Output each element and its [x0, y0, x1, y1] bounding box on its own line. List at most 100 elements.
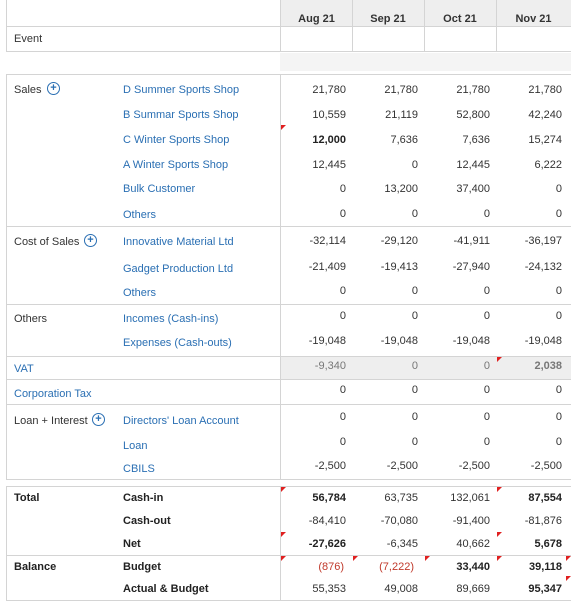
- cell-value[interactable]: -19,048: [524, 335, 562, 347]
- sales-row-label[interactable]: Others: [123, 209, 157, 221]
- cost-row-label[interactable]: Innovative Material Ltd: [123, 236, 234, 248]
- cell-value[interactable]: 0: [339, 384, 346, 396]
- cell-value[interactable]: 0: [411, 411, 418, 423]
- cell-value[interactable]: 37,400: [456, 183, 490, 195]
- cell-value[interactable]: 0: [411, 436, 418, 448]
- cell-value: -81,876: [524, 515, 562, 527]
- cell-value[interactable]: 21,780: [528, 84, 562, 96]
- cell-value[interactable]: 21,780: [312, 84, 346, 96]
- cell-value[interactable]: 10,559: [312, 109, 346, 121]
- loan-row-label[interactable]: CBILS: [123, 463, 155, 475]
- cell-value[interactable]: 0: [483, 310, 490, 322]
- cell-value[interactable]: -27,940: [452, 261, 490, 273]
- cost-of-sales-expand-plus-icon[interactable]: +: [84, 234, 97, 247]
- cell-value[interactable]: 0: [411, 208, 418, 220]
- sales-group-label: Sales: [14, 84, 42, 96]
- cell-value[interactable]: 42,240: [528, 109, 562, 121]
- cell-value[interactable]: 0: [339, 436, 346, 448]
- cell-value[interactable]: 0: [411, 159, 418, 171]
- cell-value[interactable]: 0: [339, 285, 346, 297]
- cell-value[interactable]: 0: [339, 183, 346, 195]
- others-row-label[interactable]: Expenses (Cash-outs): [123, 337, 232, 349]
- cell-value[interactable]: 21,780: [456, 84, 490, 96]
- cell-value[interactable]: 13,200: [384, 183, 418, 195]
- column-header-nov[interactable]: Nov 21: [515, 13, 552, 25]
- loan-row-label[interactable]: Directors' Loan Account: [123, 415, 239, 427]
- cell-value[interactable]: -32,114: [309, 235, 347, 247]
- header-background: [280, 0, 571, 27]
- cell-value[interactable]: -2,500: [314, 460, 346, 472]
- cell-value: -84,410: [308, 515, 346, 527]
- cell-value[interactable]: -19,048: [308, 335, 346, 347]
- cell-value[interactable]: 0: [483, 384, 490, 396]
- loan-row-label[interactable]: Loan: [123, 440, 148, 452]
- sales-row-label[interactable]: C Winter Sports Shop: [123, 134, 230, 146]
- cell-value[interactable]: 0: [483, 411, 490, 423]
- cell-value[interactable]: -2,500: [386, 460, 418, 472]
- cell-value[interactable]: 0: [411, 384, 418, 396]
- sales-row-label[interactable]: A Winter Sports Shop: [123, 159, 229, 171]
- cell-value: 132,061: [450, 492, 490, 504]
- cell-value: 0: [411, 360, 418, 372]
- grid-hline: [6, 555, 571, 556]
- cell-value[interactable]: -29,120: [380, 235, 418, 247]
- cell-value[interactable]: -36,197: [524, 235, 562, 247]
- cell-value[interactable]: 15,274: [528, 134, 562, 146]
- column-header-oct[interactable]: Oct 21: [443, 13, 477, 25]
- grid-hline: [6, 486, 571, 487]
- cell-comment-flag: [425, 556, 430, 561]
- cell-comment-flag: [497, 532, 502, 537]
- cell-value[interactable]: 0: [555, 384, 562, 396]
- cell-value[interactable]: 7,636: [390, 134, 418, 146]
- cell-value[interactable]: -24,132: [524, 261, 562, 273]
- cell-value[interactable]: 52,800: [456, 109, 490, 121]
- cell-value[interactable]: -19,413: [380, 261, 418, 273]
- cell-value[interactable]: -2,500: [458, 460, 490, 472]
- cell-value[interactable]: 12,445: [456, 159, 490, 171]
- event-label: Event: [14, 33, 43, 45]
- event-input-row[interactable]: [280, 27, 571, 51]
- cost-row-label[interactable]: Others: [123, 287, 157, 299]
- cell-value[interactable]: 0: [339, 411, 346, 423]
- cell-value: 2,038: [534, 360, 562, 372]
- cell-value[interactable]: -41,911: [453, 235, 491, 247]
- cell-comment-flag: [566, 576, 571, 581]
- cell-value[interactable]: 21,780: [384, 84, 418, 96]
- grid-hline: [6, 26, 571, 27]
- column-header-sep[interactable]: Sep 21: [370, 13, 406, 25]
- cell-value[interactable]: 0: [555, 436, 562, 448]
- cell-value[interactable]: -19,048: [380, 335, 418, 347]
- cell-value[interactable]: 0: [411, 310, 418, 322]
- cell-value[interactable]: 0: [555, 285, 562, 297]
- grid-hline: [6, 479, 571, 480]
- column-header-aug[interactable]: Aug 21: [298, 13, 335, 25]
- cell-value[interactable]: 0: [555, 208, 562, 220]
- sales-row-label[interactable]: D Summer Sports Shop: [123, 84, 240, 96]
- cell-value[interactable]: -19,048: [452, 335, 490, 347]
- cell-value[interactable]: 0: [483, 285, 490, 297]
- others-row-label[interactable]: Incomes (Cash-ins): [123, 313, 219, 325]
- cell-value[interactable]: 0: [339, 208, 346, 220]
- cell-value[interactable]: 6,222: [534, 159, 562, 171]
- cell-value[interactable]: 0: [339, 310, 346, 322]
- cell-value: 89,669: [456, 583, 490, 595]
- cost-row-label[interactable]: Gadget Production Ltd: [123, 263, 234, 275]
- corporation-tax-label[interactable]: Corporation Tax: [14, 388, 92, 400]
- cell-value[interactable]: -21,409: [308, 261, 346, 273]
- sales-row-label[interactable]: Bulk Customer: [123, 183, 196, 195]
- cell-value[interactable]: 12,445: [312, 159, 346, 171]
- cell-value[interactable]: 0: [483, 208, 490, 220]
- cell-value[interactable]: 0: [555, 411, 562, 423]
- cell-value[interactable]: 0: [555, 310, 562, 322]
- cell-value[interactable]: 7,636: [462, 134, 490, 146]
- cell-value[interactable]: 0: [411, 285, 418, 297]
- sales-expand-plus-icon[interactable]: +: [47, 82, 60, 95]
- cell-value[interactable]: -2,500: [530, 460, 562, 472]
- cell-value[interactable]: 21,119: [385, 109, 418, 121]
- cell-value[interactable]: 0: [483, 436, 490, 448]
- cell-value[interactable]: 0: [555, 183, 562, 195]
- cell-value[interactable]: 12,000: [312, 134, 346, 146]
- loan-expand-plus-icon[interactable]: +: [92, 413, 105, 426]
- vat-label[interactable]: VAT: [14, 363, 34, 375]
- sales-row-label[interactable]: B Summar Sports Shop: [123, 109, 239, 121]
